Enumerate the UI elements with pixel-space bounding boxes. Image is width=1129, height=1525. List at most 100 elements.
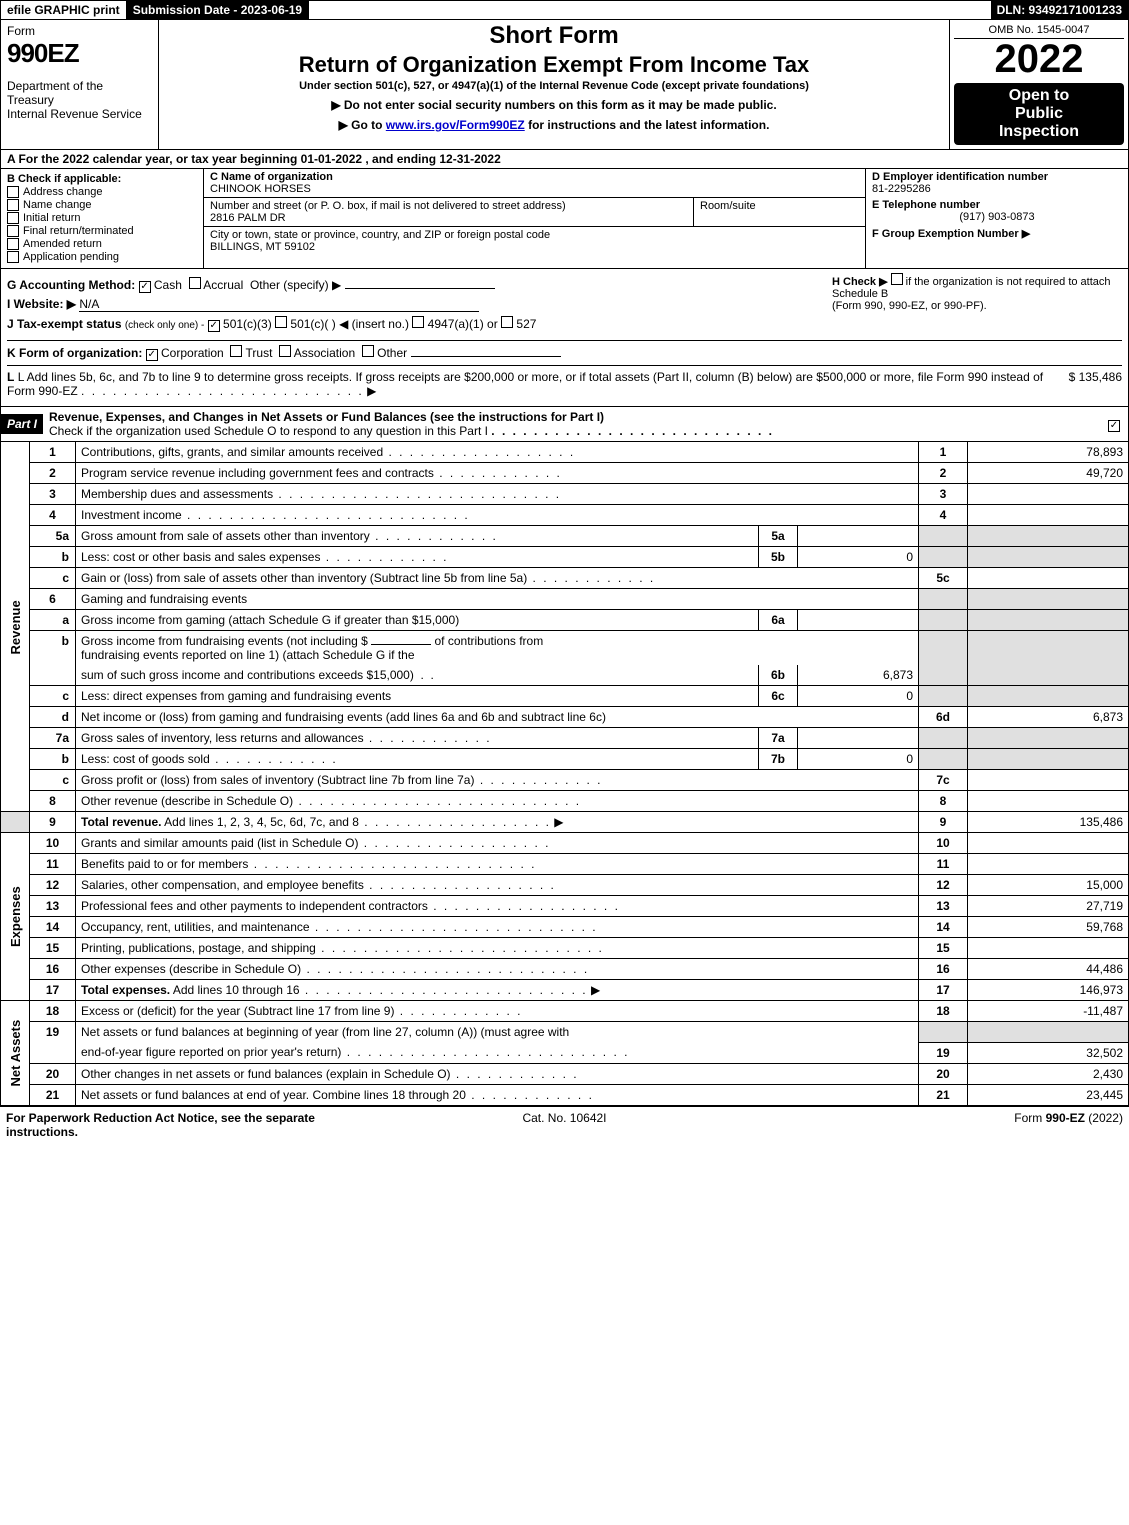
topbar-spacer <box>309 1 990 19</box>
l-text: L L Add lines 5b, 6c, and 7b to line 9 t… <box>7 370 1069 398</box>
checkbox-icon[interactable] <box>501 316 513 328</box>
table-row: 17 Total expenses. Add lines 10 through … <box>1 980 1129 1001</box>
table-row: 21 Net assets or fund balances at end of… <box>1 1084 1129 1105</box>
line-a: A For the 2022 calendar year, or tax yea… <box>0 150 1129 169</box>
part1-table: Revenue 1 Contributions, gifts, grants, … <box>0 442 1129 1106</box>
line-g: G Accounting Method: Cash Accrual Other … <box>7 277 822 293</box>
checkbox-icon[interactable] <box>362 345 374 357</box>
goto-link-row: ▶ Go to www.irs.gov/Form990EZ for instru… <box>167 118 941 132</box>
checkbox-icon[interactable] <box>1108 420 1120 432</box>
table-row: c Gain or (loss) from sale of assets oth… <box>1 568 1129 589</box>
table-row: c Less: direct expenses from gaming and … <box>1 686 1129 707</box>
table-row: 8 Other revenue (describe in Schedule O)… <box>1 791 1129 812</box>
checkbox-icon[interactable] <box>891 273 903 285</box>
checkbox-icon[interactable] <box>279 345 291 357</box>
form-label: Form <box>7 24 152 38</box>
header-center: Short Form Return of Organization Exempt… <box>159 20 950 149</box>
phone-value: (917) 903-0873 <box>872 211 1122 223</box>
checkbox-icon[interactable] <box>230 345 242 357</box>
open-line2: Public <box>958 105 1120 123</box>
top-bar: efile GRAPHIC print Submission Date - 20… <box>0 0 1129 20</box>
f-group: F Group Exemption Number ▶ <box>872 227 1122 240</box>
numbox: 1 <box>919 442 968 463</box>
part1-title: Revenue, Expenses, and Changes in Net As… <box>43 407 1100 441</box>
contrib-input[interactable] <box>371 644 431 645</box>
open-line3: Inspection <box>958 123 1120 141</box>
table-row: 15 Printing, publications, postage, and … <box>1 938 1129 959</box>
section-def: D Employer identification number 81-2295… <box>865 169 1128 268</box>
table-row: d Net income or (loss) from gaming and f… <box>1 707 1129 728</box>
chk-initial-return[interactable]: Initial return <box>7 212 197 224</box>
chk-final-return[interactable]: Final return/terminated <box>7 225 197 237</box>
chk-app-pending[interactable]: Application pending <box>7 251 197 263</box>
line-l: L L Add lines 5b, 6c, and 7b to line 9 t… <box>7 365 1122 398</box>
table-row: 7a Gross sales of inventory, less return… <box>1 728 1129 749</box>
table-row: 5a Gross amount from sale of assets othe… <box>1 526 1129 547</box>
org-street: 2816 PALM DR <box>210 212 286 224</box>
table-row: 13 Professional fees and other payments … <box>1 896 1129 917</box>
org-city: BILLINGS, MT 59102 <box>210 241 315 253</box>
other-org-input[interactable] <box>411 356 561 357</box>
checkbox-icon[interactable] <box>208 320 220 332</box>
amount: 78,893 <box>968 442 1129 463</box>
table-row: 11 Benefits paid to or for members 11 <box>1 854 1129 875</box>
checkbox-icon <box>7 212 19 224</box>
table-row: 2 Program service revenue including gove… <box>1 463 1129 484</box>
line-j: J Tax-exempt status (check only one) - 5… <box>7 316 822 332</box>
table-row: Revenue 1 Contributions, gifts, grants, … <box>1 442 1129 463</box>
ssn-warning: ▶ Do not enter social security numbers o… <box>167 98 941 112</box>
table-row: b Less: cost of goods sold 7b 0 <box>1 749 1129 770</box>
table-row: 12 Salaries, other compensation, and emp… <box>1 875 1129 896</box>
part1-label: Part I <box>1 414 43 434</box>
footer-left: For Paperwork Reduction Act Notice, see … <box>6 1111 378 1139</box>
table-row: b Less: cost or other basis and sales ex… <box>1 547 1129 568</box>
c-city: City or town, state or province, country… <box>204 227 865 255</box>
b-label: B Check if applicable: <box>7 173 197 185</box>
l-amount: $ 135,486 <box>1069 370 1122 398</box>
table-row: 20 Other changes in net assets or fund b… <box>1 1063 1129 1084</box>
linenum: 1 <box>30 442 76 463</box>
irs-link[interactable]: www.irs.gov/Form990EZ <box>386 118 525 132</box>
chk-name-change[interactable]: Name change <box>7 199 197 211</box>
checkbox-icon <box>7 251 19 263</box>
table-row: c Gross profit or (loss) from sales of i… <box>1 770 1129 791</box>
line-i: I Website: ▶ N/A <box>7 297 822 312</box>
line-k: K Form of organization: Corporation Trus… <box>7 340 1122 361</box>
footer-right: Form 990-EZ (2022) <box>751 1111 1123 1139</box>
table-row: end-of-year figure reported on prior yea… <box>1 1042 1129 1063</box>
page-footer: For Paperwork Reduction Act Notice, see … <box>0 1106 1129 1143</box>
dept-treasury: Department of the Treasury <box>7 79 152 107</box>
checkbox-icon[interactable] <box>146 349 158 361</box>
c-name: C Name of organization CHINOOK HORSES <box>204 169 865 197</box>
chk-address-change[interactable]: Address change <box>7 186 197 198</box>
short-form-title: Short Form <box>167 22 941 50</box>
bcdef-block: B Check if applicable: Address change Na… <box>0 169 1129 269</box>
line-h: H Check ▶ if the organization is not req… <box>822 273 1122 336</box>
line-desc: Contributions, gifts, grants, and simila… <box>76 442 919 463</box>
checkbox-icon[interactable] <box>275 316 287 328</box>
checkbox-icon <box>7 225 19 237</box>
org-name: CHINOOK HORSES <box>210 183 311 195</box>
header-left: Form 990EZ Department of the Treasury In… <box>1 20 159 149</box>
table-row: 9 Total revenue. Add lines 1, 2, 3, 4, 5… <box>1 812 1129 833</box>
table-row: 14 Occupancy, rent, utilities, and maint… <box>1 917 1129 938</box>
table-row: 3 Membership dues and assessments 3 <box>1 484 1129 505</box>
table-row: b Gross income from fundraising events (… <box>1 631 1129 666</box>
checkbox-icon[interactable] <box>189 277 201 289</box>
checkbox-icon[interactable] <box>412 316 424 328</box>
efile-print[interactable]: efile GRAPHIC print <box>1 1 127 19</box>
table-row: 6 Gaming and fundraising events <box>1 589 1129 610</box>
website-value: N/A <box>79 297 479 312</box>
c-street: Number and street (or P. O. box, if mail… <box>204 198 693 226</box>
form-header: Form 990EZ Department of the Treasury In… <box>0 20 1129 150</box>
d-ein: D Employer identification number 81-2295… <box>872 171 1122 195</box>
checkbox-icon[interactable] <box>139 281 151 293</box>
revenue-sidebar: Revenue <box>1 442 30 812</box>
other-specify-input[interactable] <box>345 288 495 289</box>
efile-label: efile GRAPHIC print <box>7 3 120 17</box>
table-row: 19 Net assets or fund balances at beginn… <box>1 1022 1129 1043</box>
tax-year: 2022 <box>954 39 1124 79</box>
table-row: 16 Other expenses (describe in Schedule … <box>1 959 1129 980</box>
table-row: a Gross income from gaming (attach Sched… <box>1 610 1129 631</box>
chk-amended[interactable]: Amended return <box>7 238 197 250</box>
